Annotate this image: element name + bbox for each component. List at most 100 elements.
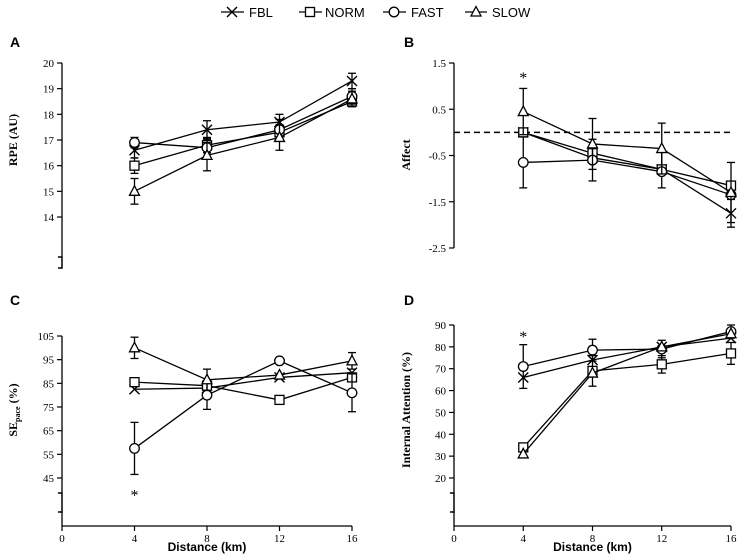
panel-c-xtick-label: 4 [132, 533, 138, 545]
panel-a-series-norm [130, 96, 357, 173]
panel-b-line-fast [523, 160, 731, 195]
panel-d-line-norm [523, 353, 731, 447]
panel-b-ytick-label: -2.5 [429, 243, 447, 255]
panel-d-series-fast [518, 325, 735, 388]
panel-a-axis-break [58, 257, 62, 268]
panel-b-series-norm [519, 128, 736, 190]
panel-b-ytick-label: -0.5 [429, 151, 447, 163]
panel-b-ytick-label: 1.5 [432, 58, 446, 70]
panel-b-series-slow [518, 88, 736, 222]
panel-b-letter: B [404, 34, 414, 50]
panel-d-line-fast [523, 332, 731, 367]
panel-a-series-fast [130, 89, 357, 153]
y-title-subscript: pace [13, 406, 22, 422]
panel-c-ytick-label: 105 [38, 331, 55, 343]
legend-item-fast: FAST [383, 5, 444, 20]
legend-label: NORM [325, 5, 365, 20]
panel-c-point-norm [275, 395, 284, 404]
panel-b-point-fast [518, 158, 528, 168]
panel-d-ytick-label: 70 [435, 364, 447, 376]
legend-item-slow: SLOW [465, 5, 531, 20]
panel-b-series-fbl [518, 127, 736, 227]
panel-d-xtick-label: 12 [656, 533, 667, 545]
legend-marker-norm [306, 8, 315, 17]
panel-a-ytick-label: 15 [43, 186, 55, 198]
panel-d-series-norm [519, 342, 736, 451]
panel-d-point-fast [518, 362, 528, 372]
legend-marker-slow [471, 7, 481, 17]
panel-a-ytick-label: 17 [43, 135, 55, 147]
legend-label: FBL [249, 5, 273, 20]
panel-d-letter: D [404, 292, 414, 308]
panel-c-point-fast [347, 388, 357, 398]
panel-d-ytick-label: 50 [435, 407, 447, 419]
panel-c-point-fast [275, 356, 285, 366]
y-title-tail: (%) [6, 383, 20, 406]
panel-a-point-norm [130, 161, 139, 170]
panel-c-series-fast [130, 356, 357, 474]
panel-c-significance-marker: * [131, 488, 139, 505]
panel-d-ytick-label: 80 [435, 342, 447, 354]
panel-a-line-fast [135, 96, 353, 147]
panel-d-point-norm [657, 360, 666, 369]
panel-b-significance-marker: * [519, 70, 527, 87]
panel-d-point-norm [727, 349, 736, 358]
panel-c-xtick-label: 0 [59, 533, 65, 545]
legend-label: FAST [411, 5, 444, 20]
legend-marker-fast [389, 7, 399, 17]
panel-c-ytick-label: 55 [43, 449, 55, 461]
panel-c-point-slow [347, 355, 357, 365]
panel-a-ytick-label: 19 [43, 84, 55, 96]
panel-d-ytick-label: 40 [435, 429, 447, 441]
panel-c-line-fast [135, 361, 353, 449]
panel-b-line-norm [523, 132, 731, 185]
panel-a-letter: A [10, 34, 20, 50]
panel-d-xtick-label: 0 [451, 533, 457, 545]
panel-c-point-fast [202, 390, 212, 400]
panel-b-y-title: Affect [399, 139, 413, 170]
panel-a-point-fast [130, 138, 140, 148]
panel-d-ytick-label: 20 [435, 473, 447, 485]
panel-d-y-title: Internal Attention (%) [399, 352, 413, 468]
panel-d-xtick-label: 16 [726, 533, 737, 545]
panel-b: B 1.5 0.5 -0.5 -1.5 -2.5 Affect * [399, 34, 736, 255]
legend: FBL NORM FAST SLOW [221, 5, 531, 20]
panel-c-ytick-label: 85 [43, 378, 55, 390]
panel-a-point-slow [130, 186, 140, 196]
panel-c-point-slow [130, 342, 140, 352]
panel-b-point-slow [518, 106, 528, 116]
panel-c-point-fast [130, 444, 140, 454]
panel-d-x-title: Distance (km) [553, 540, 632, 554]
panel-b-ytick-label: -1.5 [429, 197, 447, 209]
panel-a-series-slow [130, 91, 358, 204]
panel-d-point-fast [588, 345, 598, 355]
panel-d-xtick-label: 4 [521, 533, 527, 545]
panel-c-ytick-label: 65 [43, 426, 55, 438]
panel-c-x-title: Distance (km) [168, 540, 247, 554]
panel-c-xtick-label: 16 [347, 533, 359, 545]
panel-d-series-slow [518, 328, 736, 458]
legend-item-norm: NORM [299, 5, 365, 20]
panel-c-xtick-label: 12 [274, 533, 285, 545]
panel-c-line-fbl [135, 373, 353, 390]
panel-c-ytick-label: 95 [43, 355, 55, 367]
legend-item-fbl: FBL [221, 5, 273, 20]
panel-b-line-slow [523, 112, 731, 193]
panel-c-ytick-label: 45 [43, 473, 55, 485]
panel-c-ytick-label: 75 [43, 402, 55, 414]
panel-d-line-slow [523, 334, 731, 454]
panel-a-ytick-label: 18 [43, 109, 55, 121]
panel-a-ytick-label: 16 [43, 161, 55, 173]
panel-c-point-norm [130, 378, 139, 387]
panel-c-letter: C [10, 292, 20, 308]
panel-d-significance-marker: * [519, 329, 527, 346]
panel-d-ytick-label: 90 [435, 320, 447, 332]
panel-c-y-title: SEpace (%) [6, 383, 22, 436]
panel-c-axis-break [58, 493, 62, 512]
panel-d-ytick-label: 30 [435, 451, 447, 463]
panel-b-ytick-label: 0.5 [432, 104, 446, 116]
